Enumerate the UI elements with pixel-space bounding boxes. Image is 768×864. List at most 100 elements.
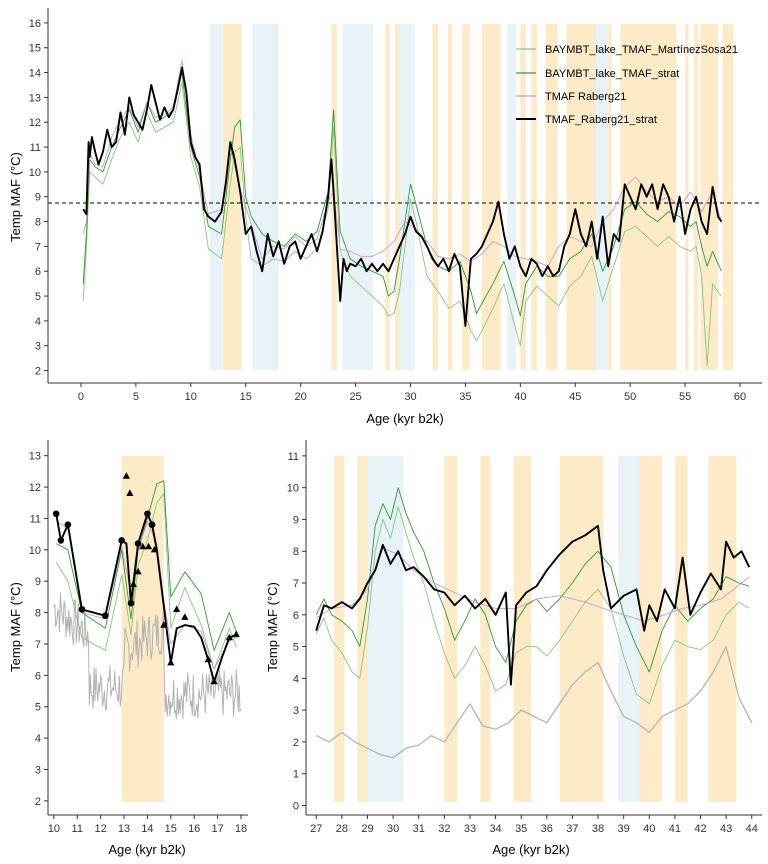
top-x-tick-label: 45 <box>569 391 581 403</box>
bl-marker-triangle <box>122 472 130 479</box>
br-line-tmaf-raberg21-strat <box>315 524 751 686</box>
br-x-tick-label: 39 <box>618 823 630 835</box>
br-x-tick-label: 31 <box>413 823 425 835</box>
top-band-orange-3 <box>395 24 400 370</box>
top-x-tick-label: 20 <box>295 391 307 403</box>
bl-x-tick-label: 17 <box>211 823 223 835</box>
br-y-tick-label: 4 <box>293 673 299 685</box>
top-band-orange-7 <box>481 24 501 370</box>
bl-y-tick-label: 8 <box>35 608 41 620</box>
bl-marker-triangle <box>144 542 153 550</box>
top-y-tick-label: 13 <box>29 92 41 104</box>
top-y-tick-label: 9 <box>35 192 41 204</box>
top-x-tick-label: 60 <box>734 391 746 403</box>
top-x-tick-label: 0 <box>78 391 84 403</box>
top-x-tick-label: 10 <box>185 391 197 403</box>
br-y-tick-label: 2 <box>293 737 299 749</box>
bl-ticks: 10 11 12 13 14 15 16 17 18 2 3 4 5 6 7 8 9 10 11 12 13 <box>29 451 247 835</box>
br-x-tick-label: 44 <box>746 823 758 835</box>
br-x-tick-label: 27 <box>310 823 322 835</box>
br-y-tick-label: 5 <box>293 642 299 654</box>
top-y-axis-title: Temp MAF (°C) <box>8 152 23 242</box>
top-x-tick-label: 25 <box>349 391 361 403</box>
top-y-tick-label: 3 <box>35 341 41 353</box>
bl-grey-record <box>53 592 242 720</box>
bl-line-grey-record <box>53 592 242 720</box>
top-x-tick-label: 30 <box>404 391 416 403</box>
bl-marker-circle <box>64 521 72 529</box>
legend-label-raberg-strat: TMAF_Raberg21_strat <box>545 114 657 126</box>
top-x-tick-label: 50 <box>624 391 636 403</box>
bl-marker-triangle <box>232 630 240 638</box>
top-band-blue-2 <box>342 24 374 370</box>
br-y-axis-title: Temp MAF (°C) <box>265 582 280 672</box>
bl-marker-circle <box>144 510 151 518</box>
bl-marker-triangle <box>129 580 137 587</box>
top-x-tick-label: 15 <box>240 391 252 403</box>
top-y-tick-label: 4 <box>35 316 41 328</box>
bl-x-tick-label: 15 <box>165 823 177 835</box>
top-ticks: 0 5 10 15 20 25 30 35 40 45 50 55 602345678910111213… <box>29 18 746 403</box>
top-y-tick-label: 16 <box>29 18 41 30</box>
legend-label-raberg: TMAF Raberg21 <box>545 91 626 103</box>
top-x-axis-title: Age (kyr b2k) <box>366 411 443 426</box>
top-x-tick-label: 40 <box>514 391 526 403</box>
bl-x-tick-label: 11 <box>72 823 83 835</box>
bl-marker-circle <box>57 537 65 544</box>
bl-y-tick-label: 11 <box>30 513 41 525</box>
br-y-tick-label: 7 <box>293 578 299 590</box>
top-line-tmaf-raberg21-strat <box>82 66 723 327</box>
top-band-blue-3 <box>399 24 415 370</box>
bl-y-tick-label: 12 <box>29 482 41 494</box>
br-band-blue-1 <box>618 456 640 802</box>
br-x-tick-label: 33 <box>464 823 476 835</box>
br-line-baymbt-lake-tmaf-mart-nezsosa21 <box>315 506 750 705</box>
top-y-tick-label: 15 <box>29 43 41 55</box>
top-band-blue-0 <box>209 24 223 370</box>
bl-axes: 10 11 12 13 14 15 16 17 18 2 3 4 5 6 7 8 9 10 11 12 13 <box>29 440 248 835</box>
br-x-axis-title: Age (kyr b2k) <box>492 842 569 857</box>
br-x-tick-label: 30 <box>387 823 399 835</box>
top-series <box>82 59 723 367</box>
bl-marker-triangle <box>167 658 175 666</box>
top-band-orange-4 <box>432 24 438 370</box>
bl-x-axis-title: Age (kyr b2k) <box>108 842 185 857</box>
top-band-blue-5 <box>596 24 609 370</box>
br-x-tick-label: 32 <box>438 823 450 835</box>
bl-marker-circle <box>127 599 135 607</box>
bl-y-tick-label: 4 <box>35 733 41 745</box>
bl-y-tick-label: 13 <box>29 451 41 463</box>
bl-marker-triangle <box>139 542 147 550</box>
top-axes: 0 5 10 15 20 25 30 35 40 45 50 55 602345678910111213… <box>29 8 762 403</box>
br-bands <box>334 456 737 802</box>
top-band-orange-6 <box>462 24 470 370</box>
br-band-orange-4 <box>513 456 532 802</box>
bl-y-tick-label: 2 <box>35 796 41 808</box>
bl-marker-circle <box>102 612 109 620</box>
top-y-tick-label: 5 <box>35 291 41 303</box>
br-band-orange-5 <box>559 456 604 802</box>
br-y-tick-label: 3 <box>293 705 299 717</box>
br-x-tick-label: 38 <box>592 823 604 835</box>
bl-marker-triangle <box>225 633 233 641</box>
bl-line-baymbt-lake-tmaf-strat <box>55 480 237 651</box>
br-band-orange-0 <box>334 456 345 802</box>
bl-x-tick-label: 14 <box>141 823 153 835</box>
bl-marker-circle <box>148 521 156 529</box>
br-band-blue-0 <box>367 456 404 802</box>
br-band-orange-8 <box>674 456 688 802</box>
top-y-tick-label: 7 <box>35 241 41 253</box>
bl-marker-triangle <box>126 489 134 496</box>
top-y-tick-label: 6 <box>35 266 41 278</box>
br-x-tick-label: 35 <box>515 823 527 835</box>
bl-x-tick-label: 12 <box>95 823 107 835</box>
bl-y-tick-label: 7 <box>35 639 41 651</box>
top-band-orange-11 <box>566 24 597 370</box>
bl-x-tick-label: 16 <box>188 823 200 835</box>
bl-x-tick-label: 13 <box>118 823 130 835</box>
bottom-right-panel: 27 28 29 30 31 32 33 34 35 36 37 38 39 40 41 42 43 440123… <box>265 440 762 857</box>
br-x-tick-label: 42 <box>694 823 706 835</box>
top-line-baymbt-lake-tmaf-mart-nezsosa21 <box>82 82 722 367</box>
br-line-grey <box>315 645 753 759</box>
